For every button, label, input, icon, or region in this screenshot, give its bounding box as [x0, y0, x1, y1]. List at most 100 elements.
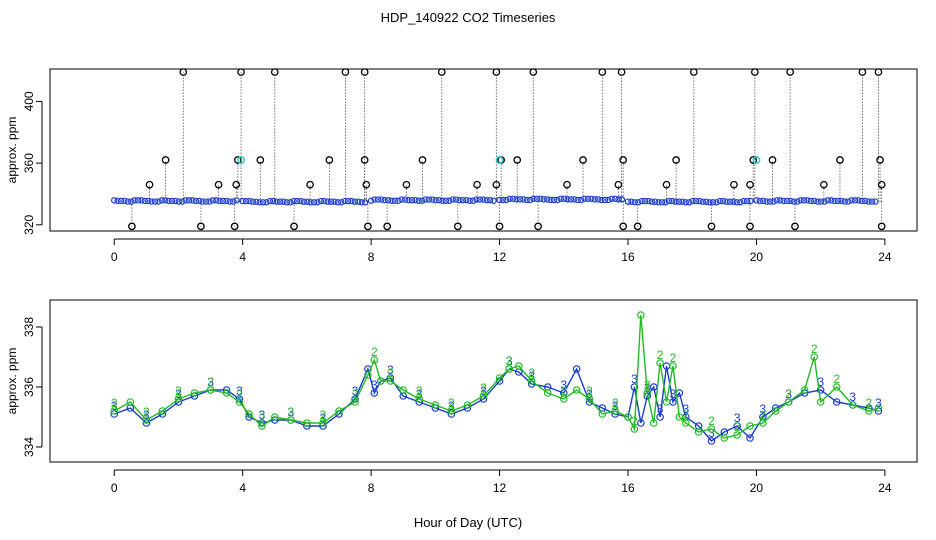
series-2-marker-label: 2 — [785, 387, 792, 401]
series-2-marker-label: 2 — [833, 372, 840, 386]
baseline-point — [172, 197, 179, 205]
baseline-point — [239, 197, 246, 205]
baseline-point — [344, 197, 352, 205]
series-3-marker-label: 3 — [387, 363, 394, 377]
series-2-point — [816, 398, 825, 406]
series-2-marker-label: 2 — [528, 366, 535, 380]
baseline-point — [692, 197, 700, 205]
baseline-point — [486, 196, 494, 204]
series-2-marker-label: 2 — [560, 384, 567, 398]
baseline-point — [540, 196, 547, 203]
series-2-point — [190, 389, 199, 397]
baseline-point — [216, 197, 223, 205]
baseline-point — [665, 197, 673, 205]
baseline-point — [723, 198, 730, 205]
baseline-point — [605, 196, 612, 204]
baseline-point — [851, 197, 859, 204]
baseline-point — [452, 196, 460, 203]
baseline-point — [425, 196, 433, 203]
baseline-point — [351, 198, 359, 205]
baseline-point — [560, 195, 568, 202]
spike-point — [619, 222, 628, 231]
series-2-point — [865, 407, 873, 415]
baseline-point — [463, 196, 470, 204]
top-x-tick-label: 24 — [878, 250, 892, 264]
spike-point — [256, 156, 265, 164]
bottom-panel-ylabel: approx. ppm — [5, 348, 19, 415]
series-2-point — [351, 398, 359, 406]
baseline-point — [141, 197, 149, 205]
baseline-point — [601, 196, 609, 204]
cyan-point — [237, 156, 246, 165]
baseline-point — [520, 196, 527, 203]
baseline-point — [442, 197, 450, 204]
baseline-point — [543, 196, 551, 203]
spike-point — [360, 68, 369, 76]
series-2-point — [270, 413, 279, 421]
baseline-point — [577, 196, 585, 204]
baseline-point — [763, 198, 770, 205]
series-3-point — [370, 389, 379, 397]
series-3-marker-label: 3 — [371, 378, 378, 392]
series-3-marker-label: 3 — [631, 372, 638, 386]
series-2-marker-label: 2 — [287, 405, 294, 419]
series-2-point — [505, 365, 513, 373]
spike-point — [579, 156, 587, 164]
series-2-point — [245, 410, 253, 418]
series-2-marker-label: 2 — [586, 384, 593, 398]
baseline-point — [675, 198, 683, 205]
spike-point — [563, 180, 571, 189]
bottom-x-tick-label: 16 — [621, 481, 635, 495]
baseline-point — [571, 196, 578, 203]
baseline-point — [111, 197, 118, 204]
top-panel-ylabel: approx. ppm — [5, 117, 19, 184]
baseline-point — [297, 197, 304, 205]
baseline-point — [631, 199, 639, 206]
series-2-point — [110, 407, 119, 415]
spike-point — [360, 156, 369, 164]
baseline-point — [756, 197, 764, 205]
series-2-point — [287, 416, 295, 424]
series-2-marker-label: 2 — [175, 384, 182, 398]
baseline-point — [513, 196, 520, 203]
series-2-point — [174, 395, 183, 403]
baseline-point — [533, 195, 541, 202]
bottom-x-tick-label: 4 — [239, 481, 246, 495]
series-2-point — [810, 353, 819, 361]
baseline-point — [202, 198, 210, 205]
baseline-point — [456, 196, 463, 204]
baseline-point — [307, 199, 314, 206]
baseline-point — [384, 196, 392, 204]
baseline-point — [672, 198, 679, 205]
baseline-point — [114, 197, 121, 205]
series-2-point — [158, 407, 167, 415]
series-2-marker-label: 2 — [207, 375, 214, 389]
baseline-point — [327, 198, 335, 205]
series-2-marker-label: 2 — [448, 396, 455, 410]
series-2-point — [848, 401, 857, 409]
top-x-tick-label: 0 — [111, 250, 118, 264]
baseline-point — [117, 197, 125, 205]
baseline-point — [283, 199, 291, 206]
series-2-point — [675, 413, 684, 421]
series-2-point — [235, 398, 244, 406]
bottom-y-tick-label: 334 — [22, 437, 36, 457]
spike-point — [306, 180, 314, 189]
series-2-point — [656, 359, 664, 367]
series-2-point — [376, 377, 385, 385]
baseline-point — [395, 197, 402, 204]
baseline-point — [213, 197, 220, 204]
series-3-marker-label: 3 — [875, 396, 882, 410]
series-2-marker-label: 2 — [682, 408, 689, 422]
spike-point — [402, 180, 411, 189]
baseline-point — [615, 196, 622, 203]
series-2-point — [649, 419, 658, 427]
baseline-point — [290, 197, 297, 205]
baseline-point — [341, 197, 348, 205]
spike-point — [791, 222, 799, 231]
spike-point — [437, 68, 446, 76]
spike-point — [383, 222, 392, 231]
baseline-point — [686, 199, 693, 206]
cyan-point — [752, 156, 761, 165]
baseline-point — [192, 197, 200, 205]
